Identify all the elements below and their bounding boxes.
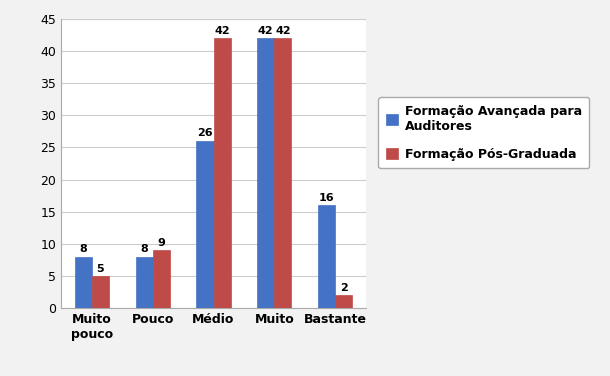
Bar	[318, 205, 335, 308]
Text: 42: 42	[214, 26, 230, 35]
Bar	[152, 250, 170, 308]
Text: 26: 26	[197, 129, 213, 138]
Bar	[214, 38, 231, 308]
Bar	[274, 38, 292, 308]
Bar	[135, 257, 152, 308]
Bar	[196, 141, 214, 308]
Text: 42: 42	[258, 26, 274, 35]
Text: 2: 2	[340, 283, 348, 293]
Text: 9: 9	[157, 238, 165, 248]
Text: 8: 8	[140, 244, 148, 254]
Text: 8: 8	[79, 244, 87, 254]
Text: 16: 16	[319, 193, 334, 203]
Bar	[257, 38, 275, 308]
Text: 42: 42	[275, 26, 290, 35]
Bar	[335, 296, 352, 308]
Bar	[92, 276, 109, 308]
Legend: Formação Avançada para
Auditores, Formação Pós-Graduada: Formação Avançada para Auditores, Formaç…	[378, 97, 589, 168]
Text: 5: 5	[96, 264, 104, 274]
Bar	[75, 257, 92, 308]
